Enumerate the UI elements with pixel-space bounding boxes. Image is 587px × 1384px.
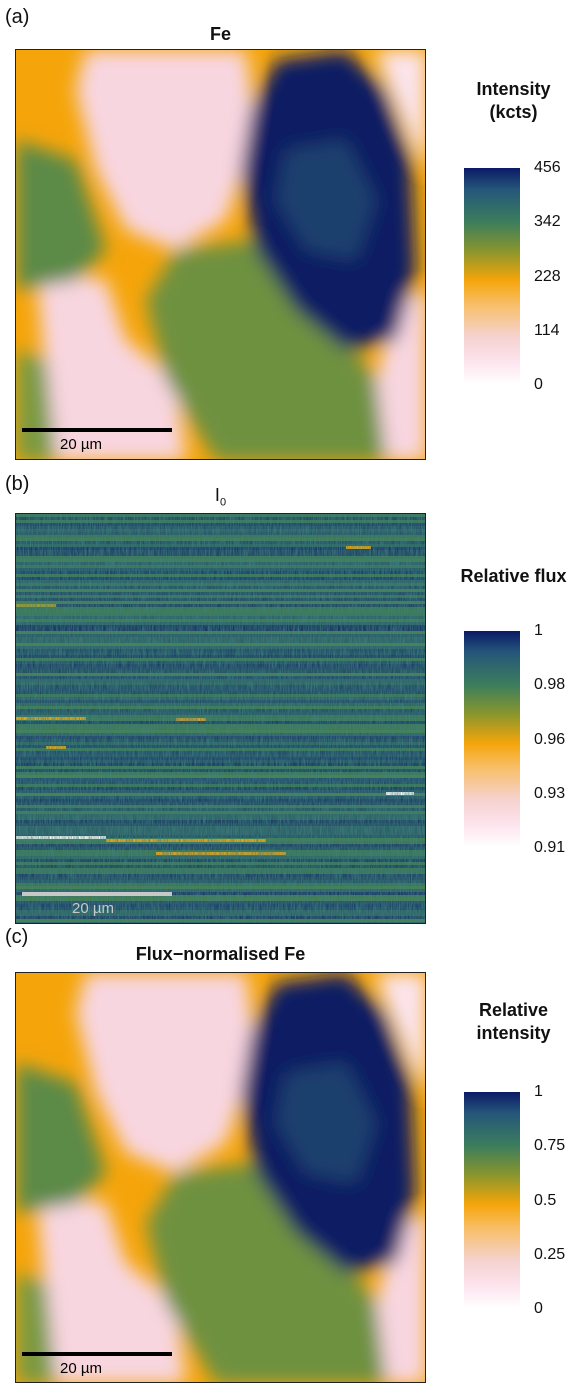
colorbar-tick: 0.91 [534,839,566,856]
colorbar-tick: 1 [534,1083,543,1100]
green-region [16,140,106,290]
panel-title-main: I [214,485,220,505]
pink-region [376,50,425,167]
flux-map [15,513,426,924]
colorbar-tick: 342 [534,213,561,230]
colorbar-tick: 114 [534,322,560,339]
panel-title: Flux−normalised Fe [135,944,306,964]
colorbar-title-line: Relative flux [460,566,567,586]
colorbar [464,168,520,384]
colorbar-tick: 0.96 [534,731,566,748]
panel-c: (c) Flux−normalised Fe 20 µm Relative in… [0,922,587,1384]
colorbar-tick: 0.5 [534,1192,557,1209]
green-region [16,1063,106,1213]
pink-region [76,50,256,250]
panel-label: (c) [5,926,29,948]
colorbar-tick: 228 [534,268,561,285]
colorbar-tick: 0.75 [534,1137,566,1154]
scale-bar-label: 20 µm [60,1360,102,1377]
colorbar-tick: 456 [534,159,561,176]
green-region [146,1163,386,1382]
scale-bar [22,892,172,896]
pink-region [376,973,425,1090]
colorbar-tick: 0.25 [534,1246,566,1263]
normalised-fe-map [15,972,426,1383]
colorbar-tick: 0 [534,1300,543,1317]
colorbar-tick: 0 [534,376,543,393]
scale-bar-label: 20 µm [60,436,102,453]
noise-overlay [16,514,425,923]
colorbar [464,1092,520,1308]
panel-title: I0 [15,485,426,509]
colorbar-title-line: Intensity [476,79,551,99]
panel-title-subscript: 0 [219,496,227,509]
colorbar-title-line: (kcts) [489,102,538,122]
pink-region [76,973,256,1173]
navy-region [276,140,376,260]
scale-bar-label: 20 µm [72,900,114,917]
panel-label: (b) [5,473,30,495]
colorbar-title: Intensity (kcts) [440,78,587,124]
colorbar [464,631,520,847]
panel-title: Fe [209,24,231,44]
scale-bar [22,1352,172,1356]
colorbar-tick: 1 [534,622,543,639]
colorbar-title-line: intensity [476,1023,551,1043]
colorbar-tick: 0.93 [534,785,566,802]
pink-region [36,270,186,459]
colorbar-title-line: Relative [478,1000,549,1020]
panel-a: (a) Fe 20 µm Intensity (kcts) 456 [0,0,587,462]
colorbar-title: Relative flux [440,565,587,588]
colorbar-tick: 0.98 [534,676,566,693]
panel-b: (b) I0 20 µm Relative flux 1 0.98 0.96 0… [0,463,587,925]
colorbar-title: Relative intensity [440,999,587,1045]
panel-label: (a) [5,6,30,28]
scale-bar [22,428,172,432]
green-region [146,240,386,459]
pink-region [36,1193,186,1382]
fe-map [15,49,426,460]
navy-region [276,1063,376,1183]
